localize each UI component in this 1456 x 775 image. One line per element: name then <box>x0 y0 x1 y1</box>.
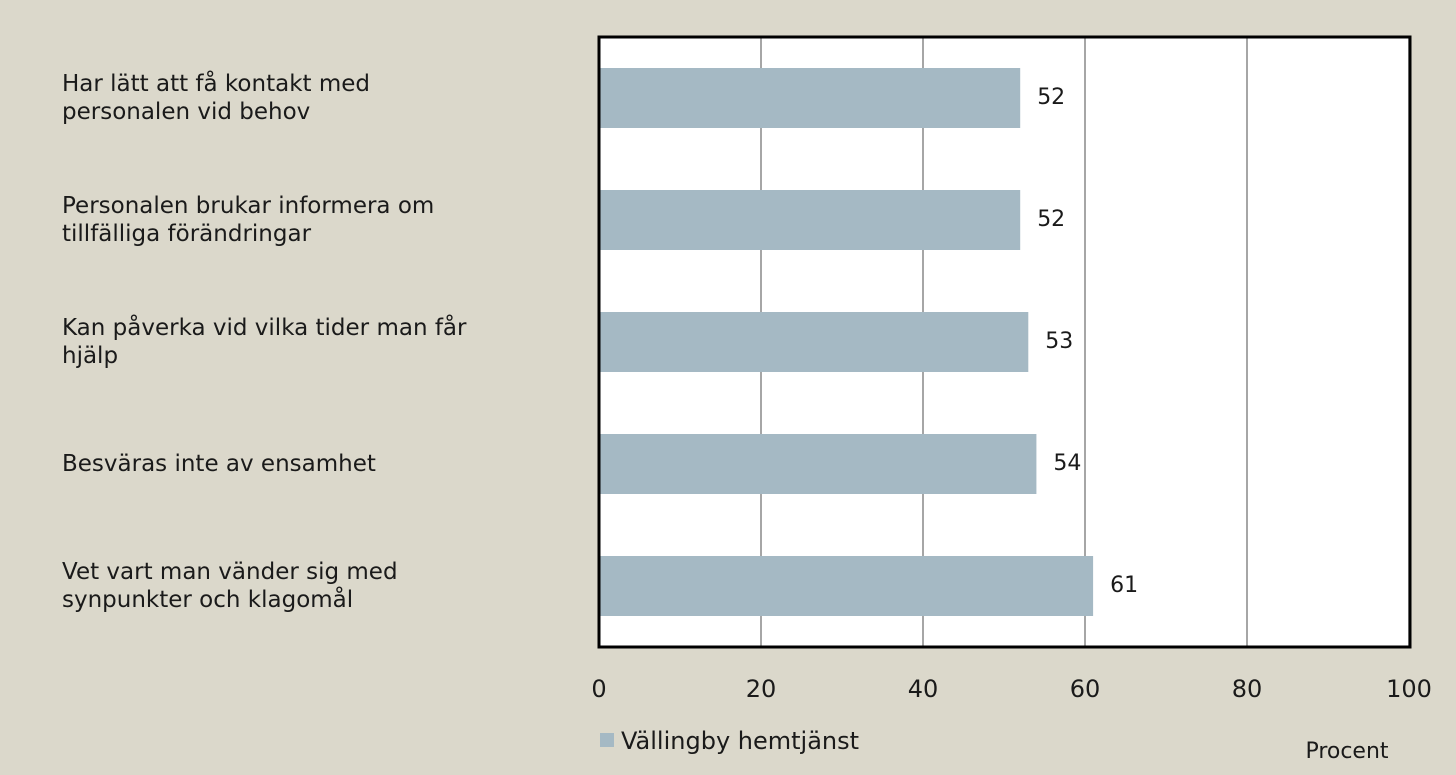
x-tick-label: 60 <box>1070 675 1101 703</box>
legend-swatch <box>600 733 614 747</box>
value-label: 52 <box>1037 207 1065 232</box>
bar <box>599 68 1021 128</box>
category-label: Personalen brukar informera om tillfällig… <box>62 193 434 247</box>
category-label: Kan påverka vid vilka tider man får hjälp <box>62 313 467 369</box>
bar <box>599 434 1037 494</box>
plot-border <box>597 35 1412 649</box>
x-tick-label: 20 <box>746 675 777 703</box>
value-label: 53 <box>1045 329 1073 354</box>
category-label: Vet vart man vänder sig med synpunkter oc… <box>62 559 398 613</box>
bar <box>599 190 1021 250</box>
value-label: 54 <box>1053 451 1081 476</box>
bar <box>599 556 1094 616</box>
value-label: 61 <box>1110 573 1138 598</box>
x-tick-label: 100 <box>1386 675 1432 703</box>
category-label: Besväras inte av ensamhet <box>62 451 376 477</box>
marks <box>599 68 1094 616</box>
x-tick-label: 0 <box>591 675 606 703</box>
x-axis-label: Procent <box>1305 739 1388 764</box>
category-label: Har lätt att få kontakt med personalen vi… <box>62 69 370 125</box>
value-label: 52 <box>1037 85 1065 110</box>
x-tick-label: 80 <box>1232 675 1263 703</box>
bar <box>599 312 1029 372</box>
x-tick-label: 40 <box>908 675 939 703</box>
legend-label: Vällingby hemtjänst <box>621 727 859 755</box>
